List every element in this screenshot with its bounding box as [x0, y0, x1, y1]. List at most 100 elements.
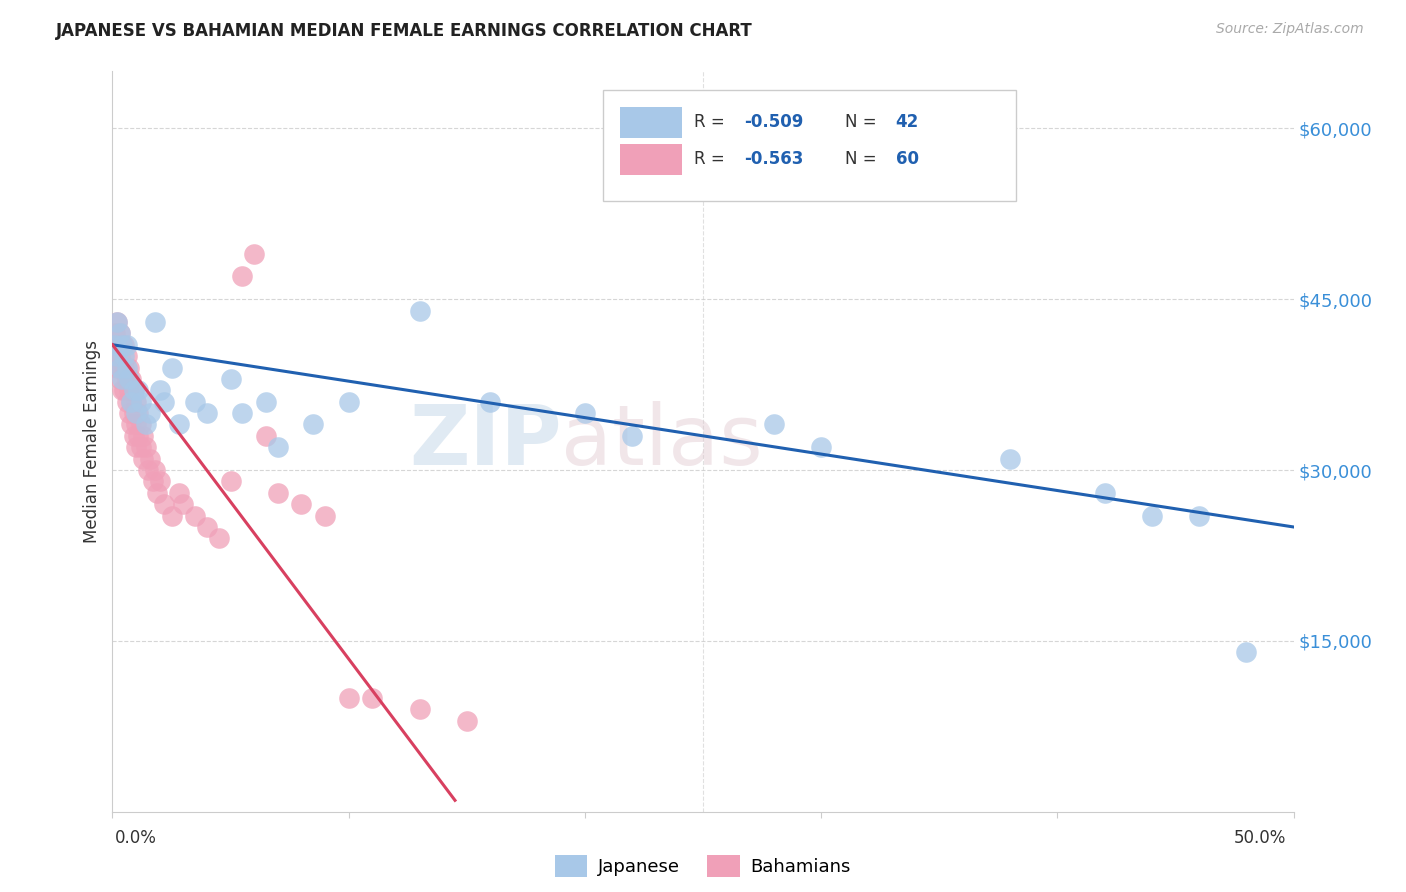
Point — [115, 372, 138, 386]
Point — [160, 360, 183, 375]
Point — [195, 520, 218, 534]
Point — [127, 406, 149, 420]
Point — [337, 394, 360, 409]
Point — [111, 337, 134, 351]
Point — [142, 475, 165, 489]
Point — [184, 394, 207, 409]
Point — [167, 485, 190, 500]
Point — [254, 394, 277, 409]
Point — [115, 394, 138, 409]
Text: ZIP: ZIP — [409, 401, 561, 482]
Point — [267, 440, 290, 454]
Point — [574, 406, 596, 420]
Text: JAPANESE VS BAHAMIAN MEDIAN FEMALE EARNINGS CORRELATION CHART: JAPANESE VS BAHAMIAN MEDIAN FEMALE EARNI… — [56, 22, 754, 40]
Point — [120, 372, 142, 386]
Point — [125, 406, 148, 420]
Point — [111, 360, 134, 375]
Point — [231, 406, 253, 420]
Point — [108, 326, 131, 341]
Point — [122, 384, 145, 398]
Legend: Japanese, Bahamians: Japanese, Bahamians — [548, 847, 858, 884]
Point — [314, 508, 336, 523]
Point — [112, 360, 135, 375]
Point — [120, 394, 142, 409]
Point — [408, 303, 430, 318]
Point — [111, 337, 134, 351]
Point — [129, 417, 152, 432]
Point — [104, 326, 127, 341]
Point — [153, 497, 176, 511]
Point — [337, 690, 360, 705]
Point — [479, 394, 502, 409]
Point — [167, 417, 190, 432]
Point — [104, 349, 127, 363]
Point — [105, 349, 128, 363]
Text: 42: 42 — [896, 113, 918, 131]
Point — [120, 417, 142, 432]
Point — [115, 360, 138, 375]
Point — [143, 463, 166, 477]
Point — [112, 349, 135, 363]
Text: atlas: atlas — [561, 401, 763, 482]
Point — [111, 384, 134, 398]
Point — [115, 337, 138, 351]
Point — [129, 394, 152, 409]
Point — [136, 463, 159, 477]
Point — [195, 406, 218, 420]
Point — [998, 451, 1021, 466]
Point — [219, 475, 242, 489]
Point — [172, 497, 194, 511]
Point — [104, 337, 127, 351]
Point — [149, 475, 172, 489]
Point — [111, 372, 134, 386]
Point — [127, 384, 149, 398]
Text: -0.509: -0.509 — [744, 113, 804, 131]
Point — [139, 406, 162, 420]
Point — [267, 485, 290, 500]
Point — [219, 372, 242, 386]
Point — [105, 360, 128, 375]
Y-axis label: Median Female Earnings: Median Female Earnings — [83, 340, 101, 543]
Point — [132, 429, 155, 443]
Text: R =: R = — [693, 113, 730, 131]
Point — [120, 394, 142, 409]
Point — [108, 326, 131, 341]
Point — [118, 384, 141, 398]
Point — [108, 360, 131, 375]
Point — [122, 429, 145, 443]
Point — [112, 337, 135, 351]
Point — [621, 429, 644, 443]
Point — [762, 417, 785, 432]
Point — [118, 372, 141, 386]
Point — [125, 417, 148, 432]
Point — [135, 417, 157, 432]
Point — [118, 406, 141, 420]
FancyBboxPatch shape — [603, 90, 1017, 201]
Point — [108, 372, 131, 386]
Point — [243, 246, 266, 260]
Point — [1140, 508, 1163, 523]
Point — [810, 440, 832, 454]
Point — [184, 508, 207, 523]
Text: 50.0%: 50.0% — [1234, 829, 1286, 847]
Point — [122, 384, 145, 398]
Point — [127, 429, 149, 443]
FancyBboxPatch shape — [620, 107, 682, 138]
Point — [108, 349, 131, 363]
Point — [1094, 485, 1116, 500]
Point — [135, 440, 157, 454]
Point — [112, 384, 135, 398]
Text: 60: 60 — [896, 151, 918, 169]
Point — [231, 269, 253, 284]
Text: Source: ZipAtlas.com: Source: ZipAtlas.com — [1216, 22, 1364, 37]
Point — [132, 451, 155, 466]
Point — [139, 451, 162, 466]
Point — [153, 394, 176, 409]
Point — [361, 690, 384, 705]
Text: N =: N = — [845, 151, 882, 169]
FancyBboxPatch shape — [620, 144, 682, 175]
Point — [1188, 508, 1211, 523]
Point — [129, 440, 152, 454]
Point — [1234, 645, 1257, 659]
Point — [408, 702, 430, 716]
